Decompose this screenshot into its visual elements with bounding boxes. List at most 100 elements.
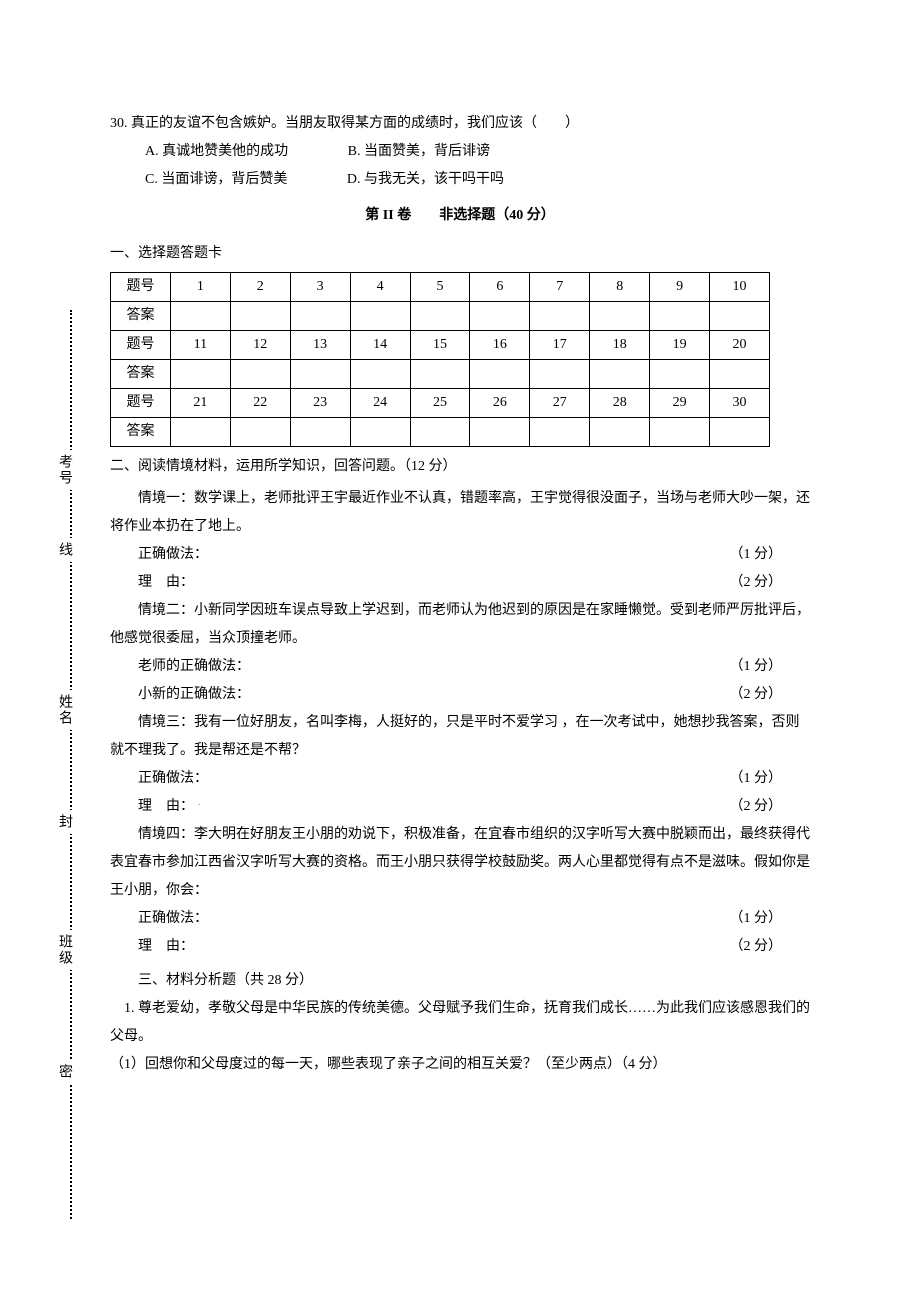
q-num: 5 xyxy=(410,273,470,302)
q-num: 1 xyxy=(170,273,230,302)
q-num: 29 xyxy=(650,389,710,418)
sc4-reason: 理由： （2 分） xyxy=(110,933,810,961)
q-num: 19 xyxy=(650,331,710,360)
row-label: 题号 xyxy=(111,273,171,302)
label-correct: 正确做法： xyxy=(138,771,208,786)
q-num: 20 xyxy=(710,331,770,360)
points-2: （2 分） xyxy=(730,681,783,709)
q-num: 8 xyxy=(590,273,650,302)
part2-title: 第 II 卷 非选择题（40 分） xyxy=(110,202,810,230)
label-reason-a: 理 xyxy=(138,799,166,814)
ans-cell[interactable] xyxy=(230,360,290,389)
q30-options-row2: C. 当面诽谤，背后赞美 D. 与我无关，该干吗干吗 xyxy=(110,166,810,194)
q-num: 26 xyxy=(470,389,530,418)
q-num: 11 xyxy=(170,331,230,360)
label-reason-b: 由： xyxy=(166,799,194,814)
ans-cell[interactable] xyxy=(230,302,290,331)
section2-heading: 二、阅读情境材料，运用所学知识，回答问题。（12 分） xyxy=(110,453,810,481)
q-num: 4 xyxy=(350,273,410,302)
q-num: 12 xyxy=(230,331,290,360)
label-reason-a: 理 xyxy=(138,575,166,590)
ans-cell[interactable] xyxy=(170,302,230,331)
ans-cell[interactable] xyxy=(650,360,710,389)
q30-optD: D. 与我无关，该干吗干吗 xyxy=(347,166,504,194)
table-row: 答案 xyxy=(111,302,770,331)
q-num: 17 xyxy=(530,331,590,360)
ans-cell[interactable] xyxy=(710,418,770,447)
ans-cell[interactable] xyxy=(290,418,350,447)
blank-answer-space xyxy=(110,1079,810,1219)
ans-cell[interactable] xyxy=(410,360,470,389)
ans-cell[interactable] xyxy=(590,302,650,331)
stray-mark-icon: · xyxy=(198,800,201,811)
q-num: 10 xyxy=(710,273,770,302)
label-teacher-correct: 老师的正确做法： xyxy=(138,659,250,674)
ans-cell[interactable] xyxy=(290,360,350,389)
q-num: 18 xyxy=(590,331,650,360)
ans-cell[interactable] xyxy=(710,302,770,331)
points-1: （1 分） xyxy=(730,765,783,793)
q-num: 13 xyxy=(290,331,350,360)
table-row: 题号 11 12 13 14 15 16 17 18 19 20 xyxy=(111,331,770,360)
ans-cell[interactable] xyxy=(470,360,530,389)
ans-cell[interactable] xyxy=(290,302,350,331)
margin-label-xingming: 姓名 xyxy=(54,690,74,730)
q-num: 15 xyxy=(410,331,470,360)
scenario2-text: 情境二：小新同学因班车误点导致上学迟到，而老师认为他迟到的原因是在家睡懒觉。受到… xyxy=(110,597,810,653)
sc1-correct: 正确做法： （1 分） xyxy=(110,541,810,569)
label-correct: 正确做法： xyxy=(138,911,208,926)
section1-heading: 一、选择题答题卡 xyxy=(110,240,810,268)
sc3-reason: 理由： · （2 分） xyxy=(110,793,810,821)
table-row: 题号 1 2 3 4 5 6 7 8 9 10 xyxy=(111,273,770,302)
ans-cell[interactable] xyxy=(410,418,470,447)
row-label: 题号 xyxy=(111,331,171,360)
ans-cell[interactable] xyxy=(230,418,290,447)
row-label: 题号 xyxy=(111,389,171,418)
ans-cell[interactable] xyxy=(350,302,410,331)
sc1-reason: 理由： （2 分） xyxy=(110,569,810,597)
ans-cell[interactable] xyxy=(350,360,410,389)
ans-cell[interactable] xyxy=(590,418,650,447)
material1-intro: 1. 尊老爱幼，孝敬父母是中华民族的传统美德。父母赋予我们生命，抚育我们成长……… xyxy=(110,995,810,1051)
ans-cell[interactable] xyxy=(350,418,410,447)
ans-cell[interactable] xyxy=(710,360,770,389)
label-reason-b: 由： xyxy=(166,939,194,954)
ans-cell[interactable] xyxy=(170,418,230,447)
q30-optC: C. 当面诽谤，背后赞美 xyxy=(145,166,287,194)
scenario1-text: 情境一：数学课上，老师批评王宇最近作业不认真，错题率高，王宇觉得很没面子，当场与… xyxy=(110,485,810,541)
margin-label-xian: 线 xyxy=(54,538,74,562)
q30-optA: A. 真诚地赞美他的成功 xyxy=(145,138,288,166)
ans-cell[interactable] xyxy=(650,418,710,447)
q-num: 14 xyxy=(350,331,410,360)
margin-label-mi: 密 xyxy=(54,1060,74,1084)
scenario4-text: 情境四：李大明在好朋友王小朋的劝说下，积极准备，在宜春市组织的汉字听写大赛中脱颖… xyxy=(110,821,810,905)
ans-cell[interactable] xyxy=(170,360,230,389)
table-row: 答案 xyxy=(111,418,770,447)
ans-cell[interactable] xyxy=(530,418,590,447)
sc4-correct: 正确做法： （1 分） xyxy=(110,905,810,933)
ans-cell[interactable] xyxy=(590,360,650,389)
margin-label-kaohao: 考号 xyxy=(54,450,74,490)
ans-cell[interactable] xyxy=(410,302,470,331)
section3-heading-text: 三、材料分析题（共 28 分） xyxy=(110,973,313,988)
section3-heading: 三、材料分析题（共 28 分） xyxy=(110,967,810,995)
sc2-teacher-correct: 老师的正确做法： （1 分） xyxy=(110,653,810,681)
row-label: 答案 xyxy=(111,302,171,331)
q-num: 30 xyxy=(710,389,770,418)
ans-cell[interactable] xyxy=(470,302,530,331)
q-num: 7 xyxy=(530,273,590,302)
scenario3-text: 情境三：我有一位好朋友，名叫李梅，人挺好的，只是平时不爱学习 ，在一次考试中，她… xyxy=(110,709,810,765)
q-num: 25 xyxy=(410,389,470,418)
q-num: 21 xyxy=(170,389,230,418)
q-num: 16 xyxy=(470,331,530,360)
ans-cell[interactable] xyxy=(530,360,590,389)
ans-cell[interactable] xyxy=(470,418,530,447)
material1-q1: （1）回想你和父母度过的每一天，哪些表现了亲子之间的相互关爱？（至少两点）（4 … xyxy=(110,1051,810,1079)
label-reason-a: 理 xyxy=(138,939,166,954)
q30-options-row1: A. 真诚地赞美他的成功 B. 当面赞美，背后诽谤 xyxy=(110,138,810,166)
ans-cell[interactable] xyxy=(650,302,710,331)
table-row: 题号 21 22 23 24 25 26 27 28 29 30 xyxy=(111,389,770,418)
page-content: 30. 真正的友谊不包含嫉妒。当朋友取得某方面的成绩时，我们应该（ ） A. 真… xyxy=(110,110,810,1219)
label-reason-b: 由： xyxy=(166,575,194,590)
ans-cell[interactable] xyxy=(530,302,590,331)
